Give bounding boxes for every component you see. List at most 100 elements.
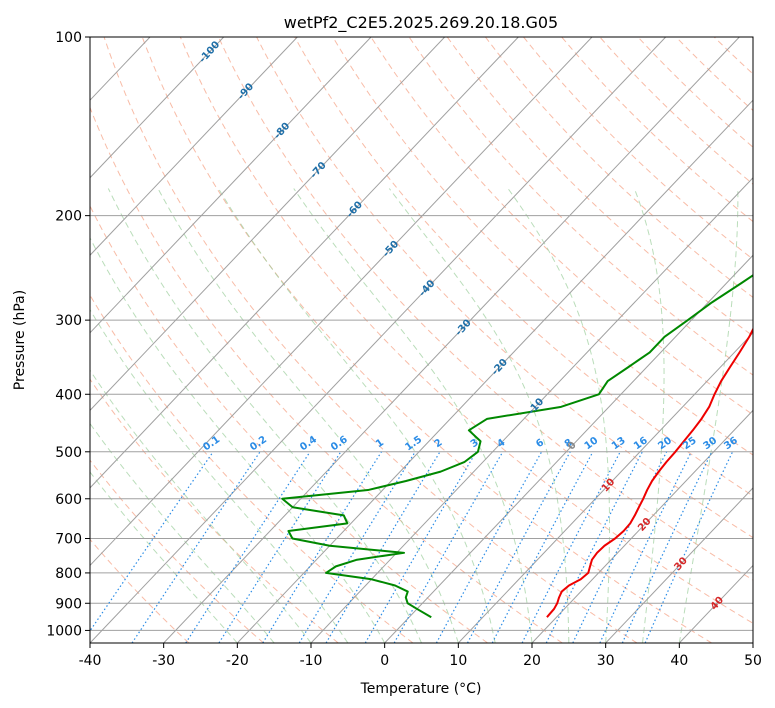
moist-adiabat — [90, 471, 238, 643]
mixing-ratio-line — [218, 451, 342, 643]
dry-adiabat — [218, 37, 753, 581]
isotherm-line — [90, 37, 667, 643]
dry-adiabat — [599, 37, 753, 185]
dry-adiabat — [370, 37, 753, 416]
dry-adiabat — [332, 37, 753, 456]
mixing-ratio-label: 1 — [374, 437, 386, 450]
moist-adiabat — [293, 188, 533, 643]
isotherm-line — [605, 487, 753, 643]
y-tick-label: 1000 — [46, 623, 82, 639]
moist-adiabat — [507, 188, 611, 643]
isotherm-line — [0, 37, 3, 643]
y-tick-label: 900 — [55, 596, 82, 612]
mixing-ratio-line — [90, 451, 214, 632]
isotherm-line — [531, 409, 753, 643]
dry-adiabat — [90, 204, 488, 643]
plot-frame — [89, 36, 754, 644]
mixing-ratio-label: 16 — [632, 435, 650, 452]
mixing-ratio-label: 6 — [534, 437, 546, 450]
y-tick-label: 500 — [55, 445, 82, 461]
dry-adiabat — [90, 538, 190, 643]
mixing-ratio-line — [131, 451, 261, 643]
dry-adiabat — [256, 37, 753, 539]
moist-adiabat — [388, 188, 570, 643]
dry-adiabat — [408, 37, 753, 376]
y-tick-label: 600 — [55, 492, 82, 508]
y-tick-label: 300 — [55, 313, 82, 329]
moist-adiabat — [90, 236, 386, 643]
mixing-ratio-label: 30 — [702, 435, 720, 452]
y-tick-label: 100 — [55, 30, 82, 46]
grid-layer — [0, 37, 753, 643]
isotherm-line — [236, 99, 753, 643]
label-layer: 0.1 0.2 0.4 0.6 1 1.5 2 3 4 6 8 10 13 16 20 25 30 36-100-… — [197, 39, 740, 612]
dry-adiabat — [523, 37, 753, 260]
x-tick-label: 0 — [380, 653, 389, 669]
dry-adiabat — [103, 37, 638, 643]
isotherm-label: -100 — [197, 39, 222, 65]
data-layer — [281, 274, 753, 619]
y-axis-title: Pressure (hPa) — [12, 290, 28, 390]
isotherm-line — [90, 37, 519, 489]
mixing-ratio-line — [364, 451, 477, 643]
isotherm-line — [90, 37, 298, 257]
mixing-ratio-label: 10 — [583, 435, 601, 452]
mixing-ratio-label: 25 — [681, 435, 699, 452]
mixing-ratio-line — [644, 451, 734, 643]
moist-adiabat — [90, 308, 349, 643]
mixing-ratio-label: 0.4 — [298, 434, 319, 453]
dry-adiabat — [141, 37, 713, 643]
isotherm-line — [90, 37, 446, 412]
mixing-ratio-line — [298, 451, 416, 643]
x-tick-label: -10 — [300, 653, 323, 669]
isotherm-line — [752, 642, 753, 643]
x-tick-label: -20 — [226, 653, 249, 669]
mixing-ratio-line — [466, 451, 571, 643]
mixing-ratio-line — [185, 451, 311, 643]
y-tick-label: 800 — [55, 566, 82, 582]
moist-adiabat — [107, 188, 422, 643]
mixing-ratio-label: 1.5 — [403, 434, 424, 453]
moist-adiabat — [633, 188, 665, 643]
mixing-ratio-line — [435, 451, 543, 643]
x-tick-label: -40 — [79, 653, 102, 669]
moist-adiabat — [157, 188, 459, 643]
dry-adiabat — [294, 37, 753, 497]
y-tick-label: 200 — [55, 209, 82, 225]
mixing-ratio-label: 0.1 — [201, 434, 222, 453]
mixing-ratio-line — [545, 451, 643, 643]
dry-adiabat — [675, 37, 753, 112]
isotherm-line — [310, 177, 753, 643]
dry-adiabat — [637, 37, 753, 148]
dry-adiabat — [561, 37, 753, 223]
dry-adiabat — [179, 37, 753, 624]
moist-adiabat — [678, 188, 739, 643]
axis-layer: -40 -30 -20 -10 0 10 20 30 40 5010020030040050060… — [46, 30, 762, 669]
isotherm-line — [384, 254, 753, 643]
mixing-ratio-label: 36 — [722, 435, 740, 452]
chart-title: wetPf2_C2E5.2025.269.20.18.G05 — [284, 13, 558, 33]
mixing-ratio-line — [491, 451, 594, 643]
moist-adiabat — [90, 422, 275, 643]
dry-adiabat — [713, 37, 753, 75]
x-tick-label: 50 — [744, 653, 762, 669]
dry-adiabat — [751, 37, 753, 39]
isotherm-line — [163, 37, 740, 643]
x-tick-label: 40 — [670, 653, 688, 669]
dry-adiabat — [484, 37, 753, 298]
isotherm-line — [90, 37, 593, 567]
isotherm-line — [90, 37, 225, 179]
x-tick-label: 30 — [597, 653, 615, 669]
dry-adiabat — [90, 459, 264, 643]
mixing-ratio-line — [599, 451, 692, 643]
temperature-line — [546, 327, 753, 618]
dewpoint-line — [281, 274, 753, 619]
x-tick-label: 10 — [449, 653, 467, 669]
y-tick-label: 400 — [55, 387, 82, 403]
mixing-ratio-label: 4 — [495, 437, 507, 450]
dry-adiabat — [446, 37, 753, 337]
y-tick-label: 700 — [55, 532, 82, 548]
x-axis-title: Temperature (°C) — [360, 681, 482, 697]
mixing-ratio-label: 20 — [656, 435, 674, 452]
